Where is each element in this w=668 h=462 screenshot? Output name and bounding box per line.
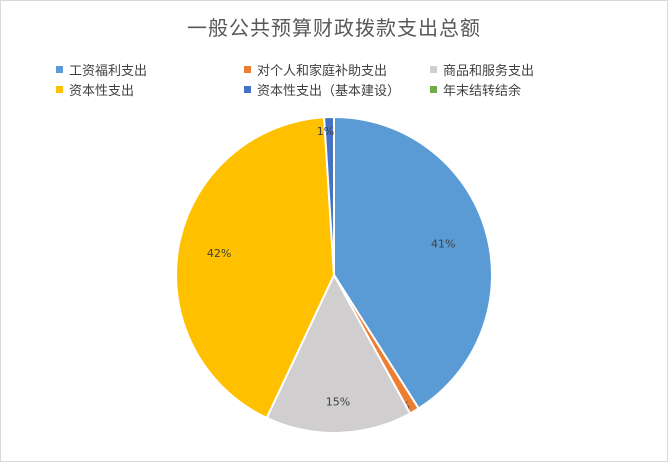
legend-item-1: 对个人和家庭补助支出: [244, 60, 387, 79]
legend-item-4: 资本性支出（基本建设）: [244, 80, 400, 99]
chart-title: 一般公共预算财政拨款支出总额: [187, 16, 481, 40]
pie-slice-4: [323, 115, 335, 276]
legend-swatch-4: [244, 86, 251, 93]
legend-item-5: 年末结转结余: [430, 80, 521, 99]
legend-swatch-1: [244, 66, 251, 73]
legend-label-4: 资本性支出（基本建设）: [257, 84, 401, 99]
legend-label-0: 工资福利支出: [69, 64, 148, 79]
legend-label-5: 年末结转结余: [443, 84, 522, 99]
legend-swatch-5: [430, 86, 437, 93]
legend-item-3: 资本性支出: [56, 80, 134, 99]
data-label-3: 42%: [207, 247, 231, 260]
legend-label-1: 对个人和家庭补助支出: [257, 64, 388, 79]
legend-swatch-0: [56, 66, 63, 73]
pie-slice-2: [265, 272, 412, 434]
legend-label-3: 资本性支出: [69, 84, 135, 99]
legend-label-2: 商品和服务支出: [443, 64, 535, 79]
data-label-4: 1%: [317, 125, 334, 138]
data-label-2: 15%: [326, 395, 350, 408]
data-label-0: 41%: [431, 237, 455, 250]
pie-slice-3: [175, 116, 336, 420]
legend-swatch-3: [56, 86, 63, 93]
legend-item-0: 工资福利支出: [56, 60, 147, 79]
legend-swatch-2: [430, 66, 437, 73]
legend-item-2: 商品和服务支出: [430, 60, 534, 79]
